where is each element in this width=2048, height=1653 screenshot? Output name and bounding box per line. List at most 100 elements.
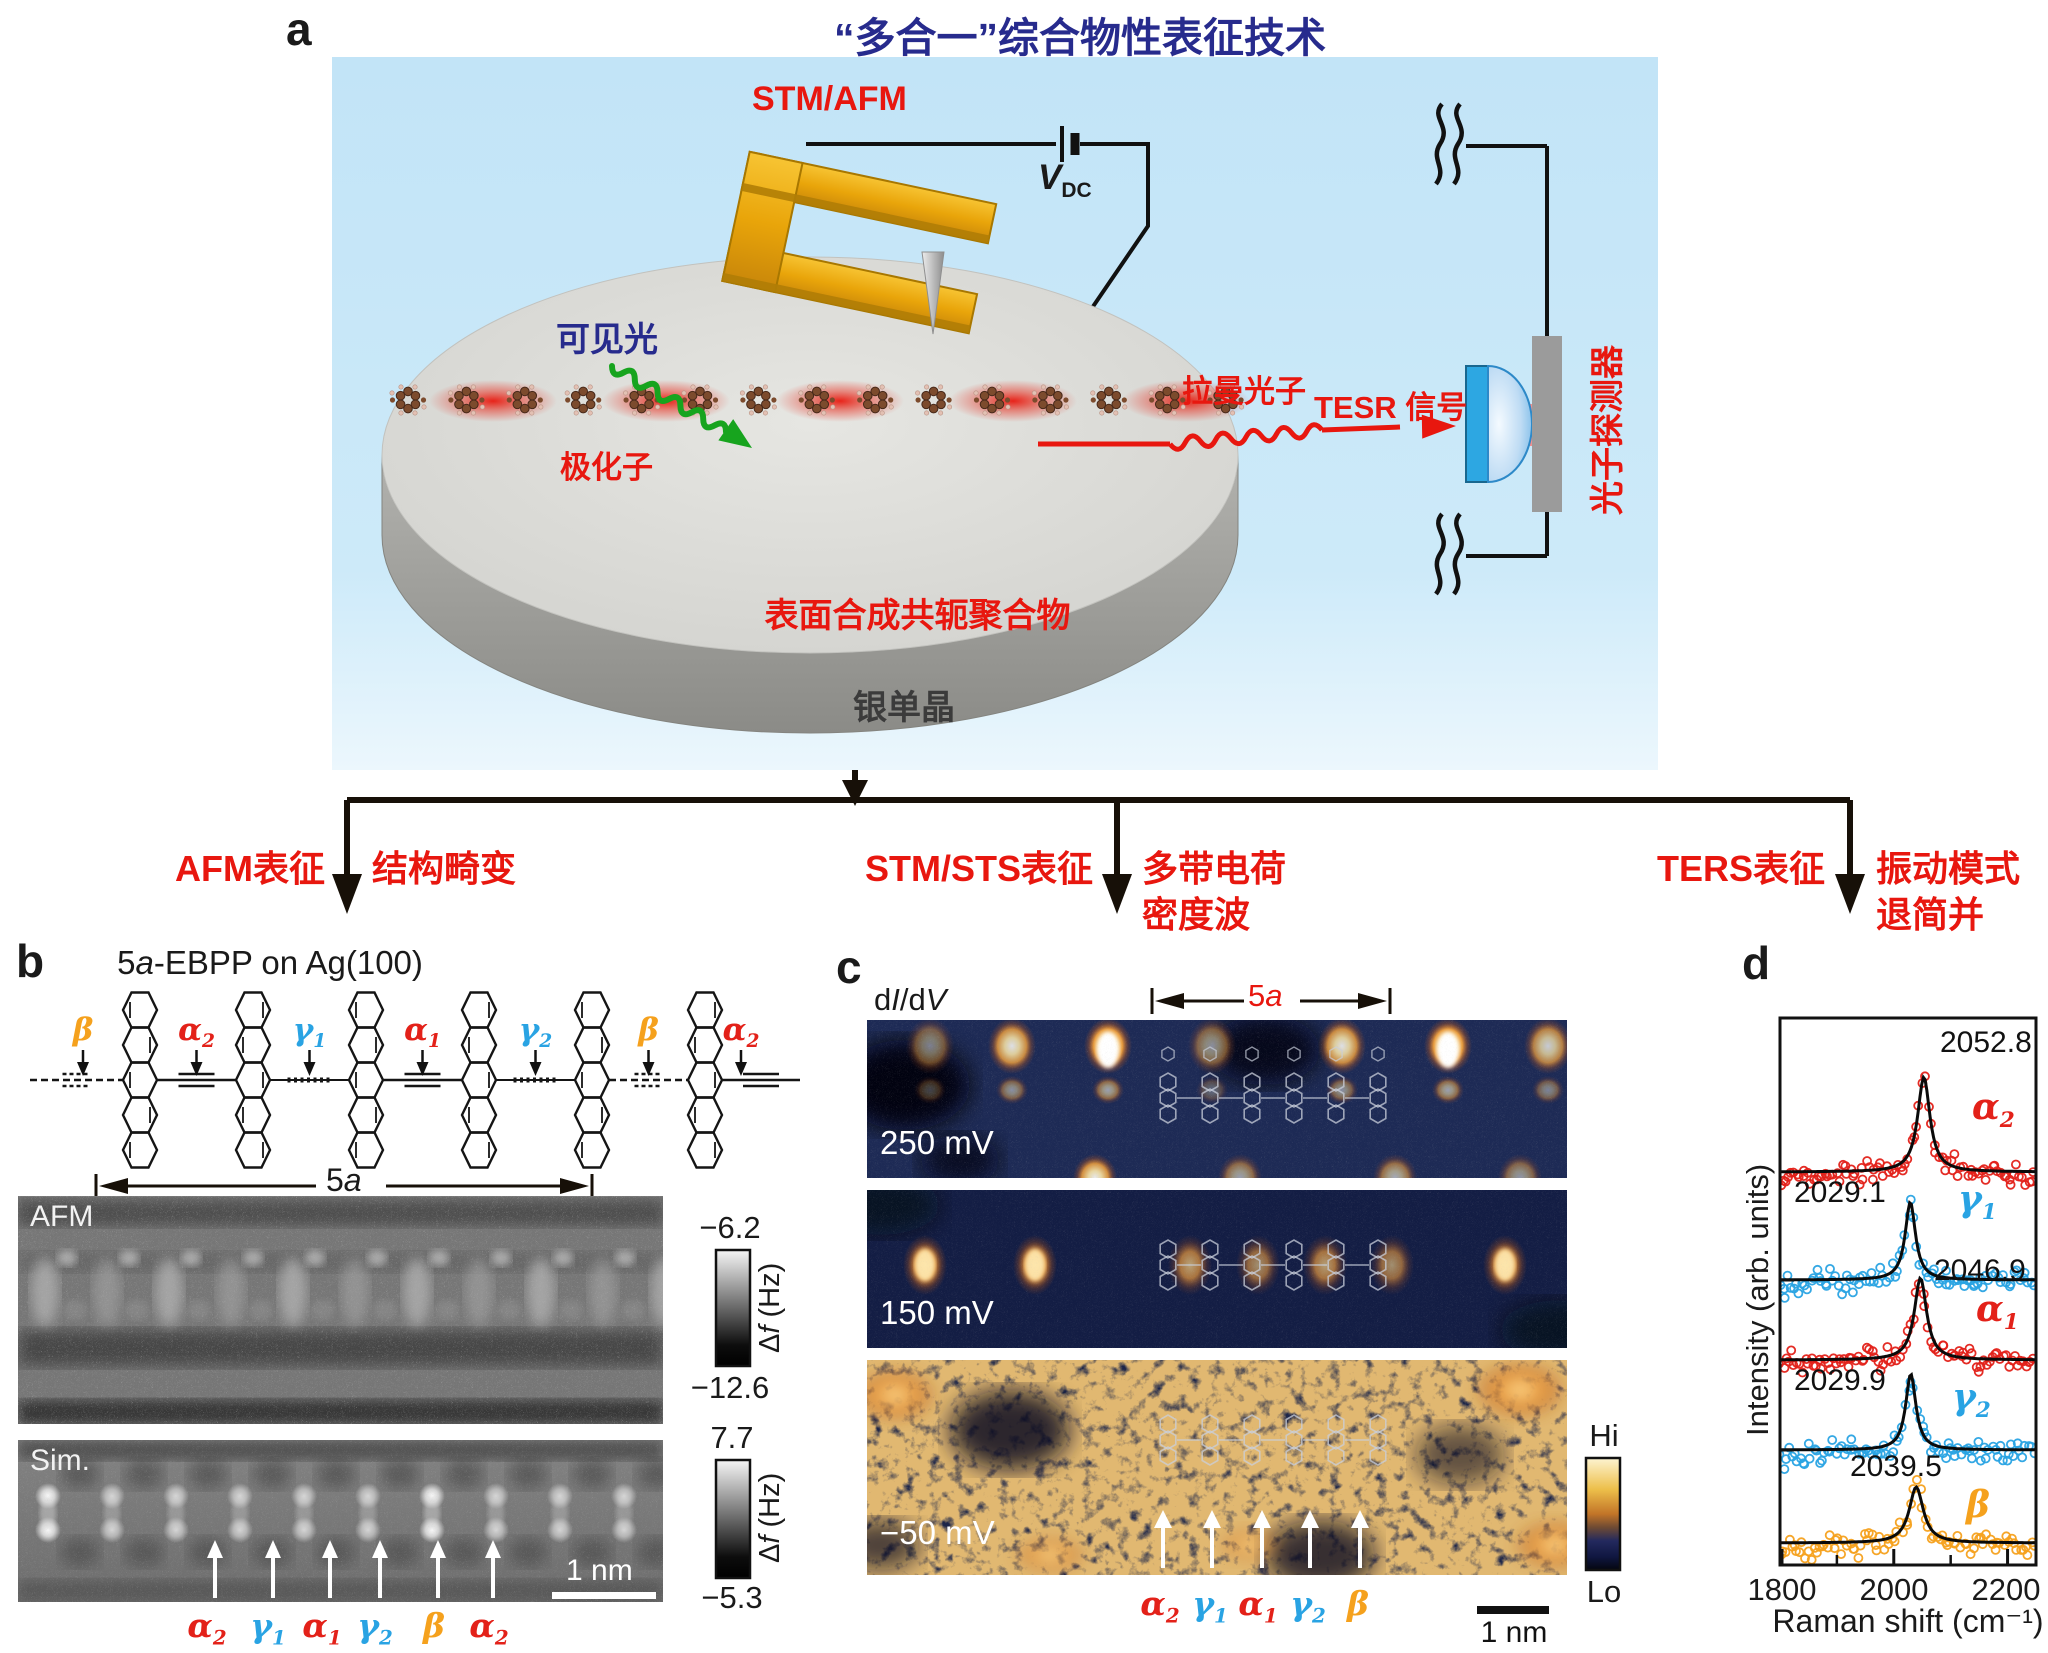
spectrum-4 — [1780, 1475, 2036, 1565]
series-label-3: γ2 — [1952, 1376, 1991, 1424]
afm-colorbar — [714, 1248, 752, 1368]
collection-lens — [1465, 364, 1536, 484]
sim-feature-label-5: α2 — [469, 1606, 509, 1650]
polaron-label: 极化子 — [560, 450, 653, 485]
scalebar-b — [552, 1592, 656, 1599]
colorbar-hi-label: Hi — [1589, 1418, 1619, 1453]
bond-label-4: γ2 — [518, 1012, 553, 1053]
branch-stm-result: 多带电荷 — [1142, 848, 1287, 889]
substrate-label: 银单晶 — [853, 689, 955, 727]
map-feature-label-2: α1 — [1238, 1584, 1278, 1628]
didv-label: dI/dV — [874, 982, 947, 1017]
afm-colorbar-min: −12.6 — [690, 1370, 770, 1405]
panel-b-letter: b — [16, 935, 45, 987]
signal-squiggle-top — [1434, 102, 1446, 186]
afm-colorbar-max: −6.2 — [699, 1210, 761, 1245]
peak-value-2: 2046.9 — [1934, 1254, 2026, 1287]
unit-cell-span-arrow-c — [1150, 988, 1392, 1014]
panel-d-letter: d — [1742, 937, 1771, 989]
spectrum-3 — [1780, 1372, 2036, 1474]
branch-stm-method: STM/STS表征 — [864, 848, 1093, 889]
sim-colorbar — [714, 1458, 752, 1580]
tuning-fork — [721, 150, 998, 335]
series-label-4: β — [1966, 1484, 1990, 1526]
series-label-1: γ1 — [1958, 1178, 1997, 1226]
raman-spectra-chart — [1778, 1016, 2038, 1567]
panel-a-letter: a — [286, 3, 312, 55]
map1-voltage: 250 mV — [880, 1124, 994, 1161]
panel-c-letter: c — [836, 941, 862, 993]
afm-image-label: AFM — [30, 1200, 94, 1233]
vdc-label: VDC — [1038, 158, 1092, 202]
sim-feature-label-2: α1 — [302, 1606, 342, 1650]
signal-squiggle-bottom — [1434, 512, 1446, 596]
scalebar-label-c: 1 nm — [1480, 1616, 1548, 1649]
chart-frame — [1778, 1016, 2038, 1567]
bond-label-1: α2 — [178, 1012, 215, 1053]
sim-colorbar-max: 7.7 — [710, 1420, 754, 1455]
photon-detector-label: 光子探测器 — [1589, 345, 1627, 515]
bond-label-3: α1 — [404, 1012, 441, 1053]
sim-colorbar-unit: Δf (Hz) — [754, 1472, 786, 1564]
visible-light-label: 可见光 — [556, 321, 658, 359]
map-feature-label-4: β — [1347, 1584, 1369, 1623]
map-feature-label-3: γ2 — [1290, 1584, 1326, 1628]
polymer-label: 表面合成共轭聚合物 — [764, 597, 1071, 635]
circuit-wires — [806, 102, 1549, 596]
panel-a-title: “多合一”综合物性表征技术 — [834, 15, 1326, 61]
bond-label-0: β — [72, 1012, 94, 1048]
branch-stm-result2: 密度波 — [1142, 894, 1251, 935]
unit-cell-span-arrow-b — [94, 1174, 594, 1198]
spectrum-1 — [1780, 1194, 2036, 1303]
didv-map-neg50mv — [867, 1360, 1567, 1575]
didv-map-250mv — [867, 1020, 1567, 1178]
afm-colorbar-unit: Δf (Hz) — [754, 1262, 786, 1354]
sim-colorbar-min: −5.3 — [701, 1580, 763, 1615]
map-feature-label-1: γ1 — [1192, 1584, 1228, 1628]
x-axis-label: Raman shift (cm⁻¹) — [1772, 1603, 2044, 1639]
tesr-signal-label: TESR 信号 — [1314, 390, 1468, 425]
peak-value-3: 2029.9 — [1794, 1364, 1886, 1397]
branch-ters-method: TERS表征 — [1656, 848, 1825, 889]
sim-image — [18, 1440, 663, 1602]
spectrum-0 — [1780, 1071, 2036, 1191]
map-feature-label-0: α2 — [1140, 1584, 1180, 1628]
bond-label-6: α2 — [722, 1012, 760, 1053]
flow-arrows — [332, 770, 1865, 914]
sample-disc — [381, 256, 1239, 734]
x-tick-2200: 2200 — [1971, 1572, 2041, 1607]
series-label-0: α2 — [1972, 1086, 2015, 1134]
peak-value-0: 2052.8 — [1940, 1026, 2032, 1059]
raman-photon-label: 拉曼光子 — [1182, 374, 1306, 409]
stm-tip — [921, 251, 945, 335]
chemical-structure — [30, 991, 800, 1169]
sim-image-label: Sim. — [30, 1444, 90, 1477]
branch-afm-method: AFM表征 — [175, 848, 325, 889]
colorbar-lo-label: Lo — [1586, 1574, 1622, 1609]
map2-voltage: 150 mV — [880, 1294, 994, 1331]
scalebar-c — [1477, 1606, 1549, 1614]
panel-b-title: 5a-EBPP on Ag(100) — [117, 944, 423, 981]
branch-ters-result2: 退简并 — [1876, 894, 1985, 935]
bond-label-2: γ1 — [292, 1012, 327, 1053]
branch-afm-result: 结构畸变 — [372, 848, 517, 889]
sim-feature-label-4: β — [423, 1606, 445, 1645]
map3-voltage: −50 mV — [880, 1514, 995, 1551]
span-5a-label-c: 5a — [1248, 978, 1283, 1013]
y-axis-label: Intensity (arb. units) — [1740, 1163, 1775, 1437]
branch-ters-result: 振动模式 — [1876, 848, 2021, 889]
sim-feature-label-1: γ1 — [250, 1606, 286, 1650]
hi-lo-colorbar — [1584, 1456, 1622, 1572]
stm-afm-label: STM/AFM — [752, 80, 907, 118]
span-5a-label-b: 5a — [326, 1162, 362, 1198]
afm-image — [18, 1196, 663, 1424]
sim-feature-label-3: γ2 — [357, 1606, 393, 1650]
scalebar-label-b: 1 nm — [566, 1554, 633, 1587]
photon-arrows — [609, 363, 1456, 452]
peak-value-1: 2029.1 — [1794, 1176, 1886, 1209]
didv-map-150mv — [867, 1190, 1567, 1348]
peak-value-4: 2039.5 — [1850, 1450, 1942, 1483]
spectrum-2 — [1780, 1275, 2036, 1378]
